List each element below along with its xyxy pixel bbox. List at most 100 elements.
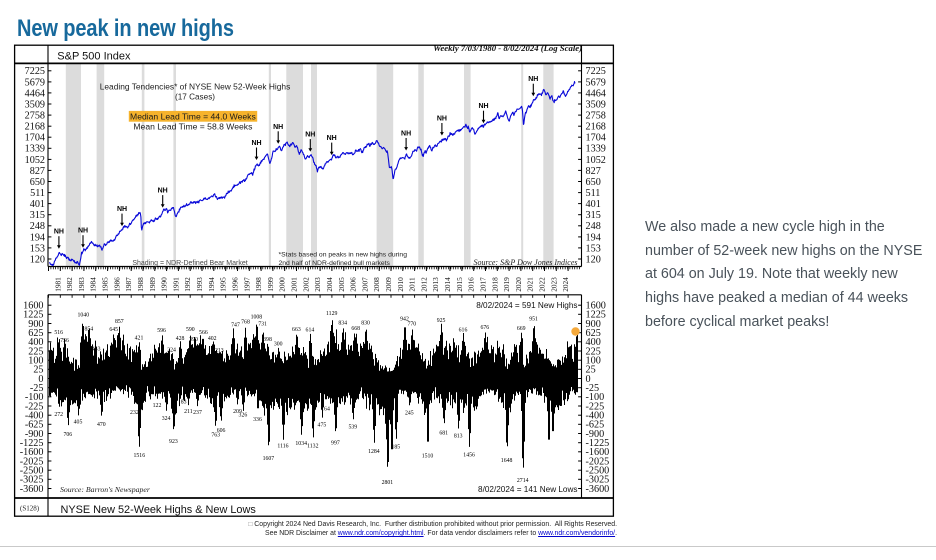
svg-text:590: 590 — [186, 327, 195, 333]
svg-text:25: 25 — [586, 365, 596, 376]
svg-text:153: 153 — [30, 243, 45, 254]
svg-text:8/02/2024 = 591 New Highs: 8/02/2024 = 591 New Highs — [476, 301, 577, 310]
svg-text:2013: 2013 — [431, 277, 440, 292]
svg-text:4464: 4464 — [586, 88, 606, 99]
svg-text:-625: -625 — [586, 420, 605, 431]
svg-text:-2500: -2500 — [586, 466, 610, 477]
svg-text:1040: 1040 — [78, 313, 90, 319]
svg-text:2758: 2758 — [586, 111, 606, 122]
svg-text:596: 596 — [157, 328, 166, 334]
svg-text:401: 401 — [30, 199, 45, 210]
svg-text:272: 272 — [54, 412, 63, 418]
svg-text:475: 475 — [318, 423, 327, 429]
svg-text:-1600: -1600 — [20, 447, 44, 458]
svg-text:2008: 2008 — [372, 277, 381, 292]
svg-text:2024: 2024 — [561, 277, 570, 292]
svg-text:-400: -400 — [586, 411, 605, 422]
svg-text:194: 194 — [586, 232, 601, 243]
svg-text:2005: 2005 — [337, 277, 346, 292]
svg-text:676: 676 — [480, 325, 489, 331]
svg-text:402: 402 — [208, 336, 217, 342]
svg-text:1052: 1052 — [586, 155, 606, 166]
svg-text:1008: 1008 — [251, 315, 263, 321]
svg-text:-3600: -3600 — [586, 484, 610, 495]
svg-text:-2500: -2500 — [20, 466, 44, 477]
svg-text:2023: 2023 — [549, 277, 558, 292]
svg-text:421: 421 — [135, 336, 144, 342]
svg-text:100: 100 — [28, 356, 43, 367]
svg-text:1516: 1516 — [134, 453, 146, 459]
svg-text:1988: 1988 — [136, 277, 145, 292]
svg-text:1648: 1648 — [501, 458, 513, 464]
svg-text:Shading = NDR-Defined Bear Mar: Shading = NDR-Defined Bear Market — [132, 260, 247, 267]
svg-text:857: 857 — [115, 319, 124, 325]
svg-text:2001: 2001 — [290, 277, 299, 292]
svg-text:-25: -25 — [30, 383, 44, 394]
svg-text:8/02/2024 = 141 New Lows: 8/02/2024 = 141 New Lows — [478, 485, 577, 494]
svg-text:83: 83 — [181, 399, 187, 405]
svg-text:1225: 1225 — [23, 310, 43, 321]
svg-text:NH: NH — [78, 228, 88, 235]
svg-text:813: 813 — [454, 434, 463, 440]
svg-text:248: 248 — [586, 221, 601, 232]
svg-text:7225: 7225 — [25, 66, 45, 77]
svg-text:NH: NH — [401, 131, 411, 138]
svg-text:763: 763 — [211, 433, 220, 439]
svg-text:-3600: -3600 — [20, 484, 44, 495]
svg-text:1997: 1997 — [242, 277, 251, 292]
svg-text:3509: 3509 — [25, 99, 45, 110]
svg-text:164: 164 — [321, 406, 330, 412]
svg-text:2018: 2018 — [490, 277, 499, 292]
svg-text:232: 232 — [130, 410, 139, 416]
svg-text:Weekly 7/03/1980 - 8/02/2024 (: Weekly 7/03/1980 - 8/02/2024 (Log Scale) — [433, 43, 582, 53]
svg-text:NH: NH — [305, 132, 315, 139]
svg-text:566: 566 — [199, 330, 208, 336]
svg-text:1981: 1981 — [53, 277, 62, 292]
svg-text:326: 326 — [239, 413, 248, 419]
svg-text:2758: 2758 — [25, 111, 45, 122]
svg-text:NH: NH — [478, 103, 488, 110]
svg-text:120: 120 — [586, 254, 601, 265]
svg-text:942: 942 — [400, 317, 409, 323]
svg-text:827: 827 — [30, 166, 45, 177]
svg-text:NH: NH — [251, 140, 261, 147]
svg-text:NH: NH — [273, 124, 283, 131]
svg-text:2009: 2009 — [384, 277, 393, 292]
svg-text:209: 209 — [233, 409, 242, 415]
svg-text:405: 405 — [74, 419, 83, 425]
svg-text:211: 211 — [184, 409, 193, 415]
svg-text:NYSE New 52-Week Highs & New L: NYSE New 52-Week Highs & New Lows — [61, 504, 257, 516]
svg-text:1983: 1983 — [77, 277, 86, 292]
svg-text:1456: 1456 — [463, 453, 475, 459]
svg-text:951: 951 — [529, 317, 538, 323]
svg-text:248: 248 — [30, 221, 45, 232]
svg-text:1998: 1998 — [254, 277, 263, 292]
svg-text:614: 614 — [306, 328, 315, 334]
svg-text:-1600: -1600 — [586, 447, 610, 458]
svg-text:(17 Cases): (17 Cases) — [175, 93, 215, 102]
svg-text:2017: 2017 — [479, 277, 488, 292]
svg-text:997: 997 — [331, 441, 340, 447]
svg-text:-100: -100 — [25, 392, 44, 403]
svg-text:-3025: -3025 — [20, 475, 44, 486]
svg-text:Median Lead Time = 44.0 Weeks: Median Lead Time = 44.0 Weeks — [130, 111, 256, 121]
svg-text:470: 470 — [97, 422, 106, 428]
svg-text:1116: 1116 — [277, 443, 288, 449]
svg-text:1984: 1984 — [89, 277, 98, 292]
svg-text:-625: -625 — [25, 420, 44, 431]
svg-text:1987: 1987 — [124, 277, 133, 292]
svg-text:428: 428 — [176, 336, 185, 342]
svg-text:NH: NH — [437, 116, 447, 123]
svg-text:827: 827 — [586, 166, 601, 177]
svg-text:Source: Barron's Newspaper: Source: Barron's Newspaper — [60, 485, 151, 494]
svg-text:7225: 7225 — [586, 66, 606, 77]
svg-text:-2025: -2025 — [586, 456, 610, 467]
svg-text:2021: 2021 — [526, 277, 535, 292]
svg-text:669: 669 — [517, 326, 526, 332]
svg-text:1034: 1034 — [295, 441, 307, 447]
svg-text:100: 100 — [586, 356, 601, 367]
svg-text:315: 315 — [30, 210, 45, 221]
svg-text:225: 225 — [586, 346, 601, 357]
svg-text:213: 213 — [215, 348, 224, 354]
svg-text:400: 400 — [28, 337, 43, 348]
